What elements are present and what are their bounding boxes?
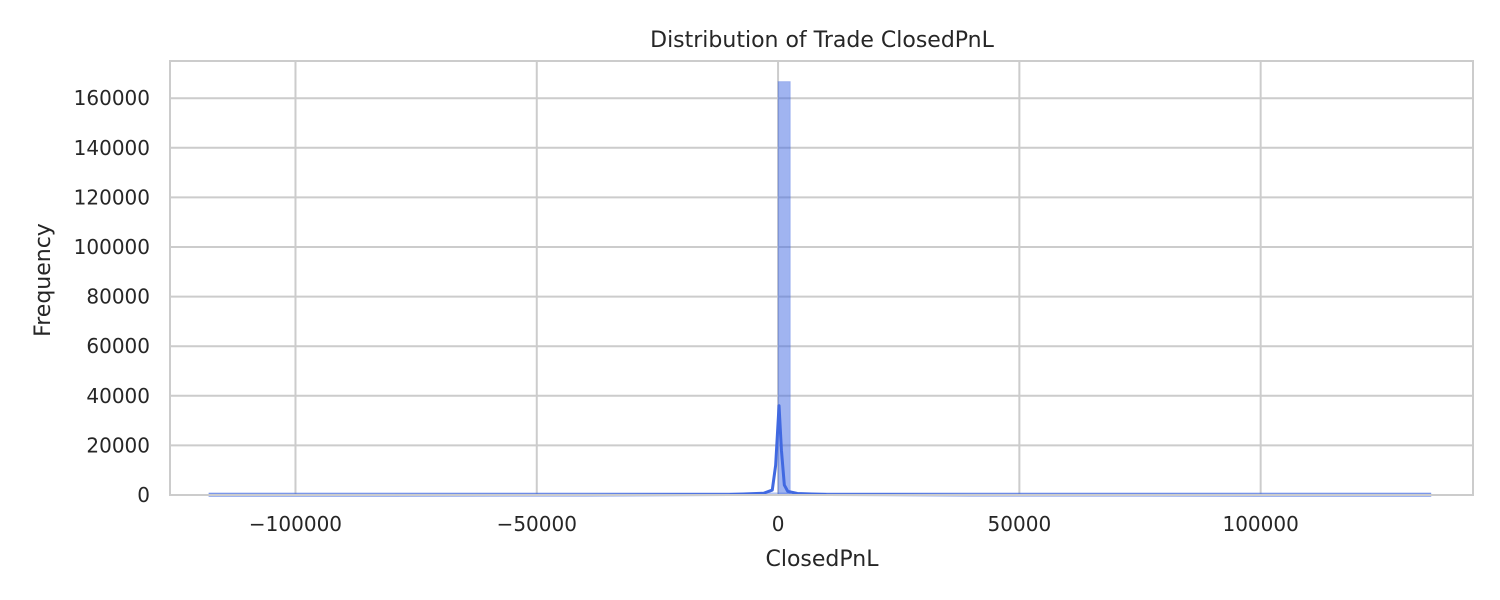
y-tick-label: 120000 <box>74 185 150 209</box>
kde-line <box>209 406 1432 495</box>
y-axis-title: Frequency <box>31 223 56 337</box>
y-tick-label: 40000 <box>86 384 150 408</box>
y-tick-label: 60000 <box>86 334 150 358</box>
x-tick-label: 50000 <box>988 512 1052 536</box>
y-tick-label: 0 <box>137 483 150 507</box>
x-tick-label: 100000 <box>1222 512 1298 536</box>
x-tick-label: −50000 <box>497 512 577 536</box>
grid-layer <box>170 61 1473 495</box>
y-tick-label: 80000 <box>86 285 150 309</box>
x-tick-label: 0 <box>772 512 785 536</box>
x-tick-label: −100000 <box>249 512 342 536</box>
x-tick-labels: −100000 −50000 0 50000 100000 <box>249 512 1299 536</box>
y-tick-label: 140000 <box>74 136 150 160</box>
plot-frame <box>170 61 1473 495</box>
y-tick-label: 20000 <box>86 433 150 457</box>
y-tick-label: 100000 <box>74 235 150 259</box>
x-axis-title: ClosedPnL <box>766 547 880 572</box>
kde-layer <box>209 406 1432 495</box>
y-tick-labels: 0 20000 40000 60000 80000 100000 120000 140000 1… <box>74 86 150 507</box>
bar-layer <box>209 82 1432 496</box>
y-tick-label: 160000 <box>74 86 150 110</box>
chart-title: Distribution of Trade ClosedPnL <box>650 28 994 53</box>
